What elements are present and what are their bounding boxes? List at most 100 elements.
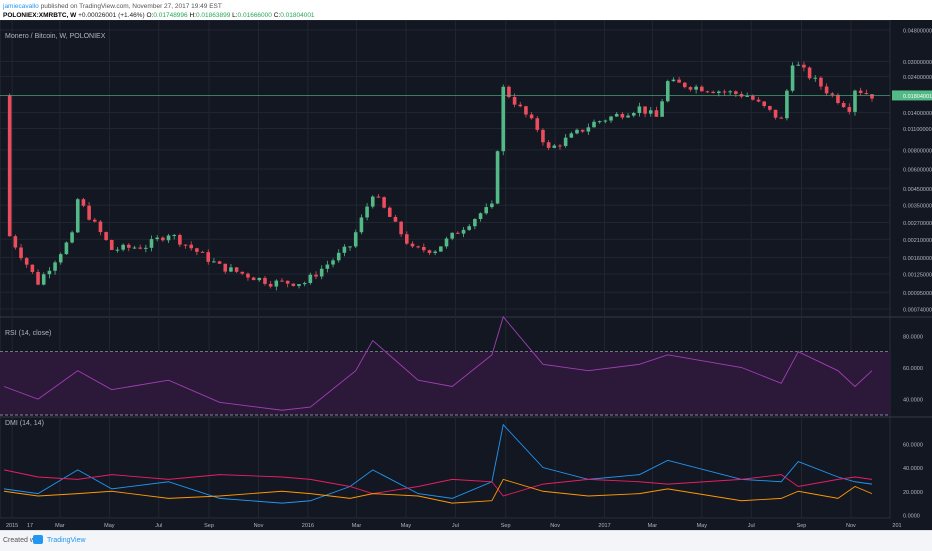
candle: [495, 150, 500, 205]
candle: [36, 269, 40, 286]
candle: [779, 116, 784, 119]
last-price-tag: [892, 90, 932, 101]
price-tick-label: 0.00210000: [903, 238, 932, 244]
time-tick-label: 201: [892, 523, 901, 529]
candle: [853, 89, 857, 116]
main-pane-title: Monero / Bitcoin, W, POLONIEX: [5, 33, 106, 40]
candle: [109, 239, 114, 251]
open-value: 0.01748996: [153, 12, 188, 19]
candle: [768, 105, 772, 112]
low-label: L:: [232, 12, 238, 19]
candle: [319, 265, 324, 280]
time-tick-label: Jul: [452, 523, 459, 529]
close-label: C:: [273, 12, 281, 19]
time-tick-label: Jul: [155, 523, 162, 529]
candle: [81, 197, 86, 208]
candle: [314, 271, 318, 280]
candle: [575, 128, 579, 135]
candle: [847, 103, 852, 115]
price-tick-label: 0.00160000: [903, 256, 932, 262]
time-tick-label: 2016: [302, 523, 314, 529]
candle: [541, 128, 545, 146]
price-tick-label: 0.00095000: [903, 291, 932, 297]
time-tick-label: May: [401, 523, 412, 529]
candle: [370, 195, 375, 209]
candle: [603, 119, 608, 124]
candle: [393, 214, 398, 222]
rsi-pane-title: RSI (14, close): [5, 330, 51, 337]
candle: [824, 83, 829, 96]
time-tick-label: Sep: [204, 523, 214, 529]
candle: [700, 85, 704, 92]
candle: [353, 229, 358, 249]
time-tick-label: Nov: [254, 523, 264, 529]
candle: [166, 233, 171, 244]
candle: [7, 93, 12, 237]
candle: [58, 252, 63, 265]
candle: [121, 243, 125, 252]
time-tick-label: May: [697, 523, 708, 529]
candle: [75, 197, 80, 233]
candle: [382, 196, 386, 209]
candle: [70, 230, 74, 244]
candle: [348, 246, 352, 251]
candle: [115, 246, 120, 253]
ohlc-line: POLONIEX:XMRBTC, W +0.00026001 (+1.46%) …: [3, 11, 315, 20]
candle: [586, 123, 591, 135]
candle: [387, 206, 392, 218]
last-price-tag-label: 0.01804001: [903, 94, 932, 100]
candle: [195, 247, 199, 256]
candle: [569, 131, 574, 138]
tradingview-logo-icon: [33, 535, 43, 544]
candle: [614, 112, 619, 117]
candle: [104, 231, 108, 241]
candle: [274, 279, 279, 291]
candle: [183, 244, 188, 249]
dmi-tick-label: 20.0000: [903, 490, 923, 496]
price-tick-label: 0.03000000: [903, 60, 932, 66]
price-tick-label: 0.01400000: [903, 111, 932, 117]
candle: [728, 89, 732, 96]
chart-canvas[interactable]: 0.04800000 0.03000000 0.02400000 0.01400000…: [0, 20, 932, 530]
candle: [359, 214, 364, 235]
time-tick-label: Jul: [748, 523, 755, 529]
candle: [342, 244, 347, 257]
price-tick-label: 0.00350000: [903, 204, 932, 210]
candle: [552, 144, 557, 149]
tradingview-brand-link[interactable]: TradingView: [47, 537, 86, 544]
candle: [484, 203, 489, 215]
candle: [325, 260, 330, 273]
candle: [762, 101, 767, 108]
candle: [796, 61, 801, 66]
candle: [626, 113, 630, 118]
candle: [802, 61, 806, 72]
candle: [285, 280, 290, 288]
time-tick-label: Sep: [797, 523, 807, 529]
time-tick-label: Mar: [352, 523, 362, 529]
candle: [291, 283, 296, 287]
candle: [682, 82, 687, 89]
candle: [246, 272, 250, 281]
candle: [240, 271, 245, 276]
candle: [490, 200, 494, 209]
candle: [620, 112, 625, 120]
time-tick-label: Sep: [501, 523, 511, 529]
price-tick-label: 0.04800000: [903, 29, 932, 35]
time-tick-label: May: [104, 523, 115, 529]
candle: [444, 236, 449, 249]
candle: [501, 84, 506, 156]
candle: [535, 116, 540, 133]
candle: [473, 218, 477, 230]
candle: [331, 258, 335, 268]
candle: [24, 257, 29, 268]
author-link[interactable]: jamiecavallo: [3, 3, 39, 10]
candle: [722, 89, 727, 96]
rsi-band-fill: [0, 351, 890, 415]
candle: [654, 106, 659, 117]
candle: [280, 278, 284, 282]
rsi-line: [3, 315, 873, 411]
time-tick-label: 2015: [6, 523, 18, 529]
candle: [19, 244, 23, 261]
candle: [807, 66, 812, 80]
